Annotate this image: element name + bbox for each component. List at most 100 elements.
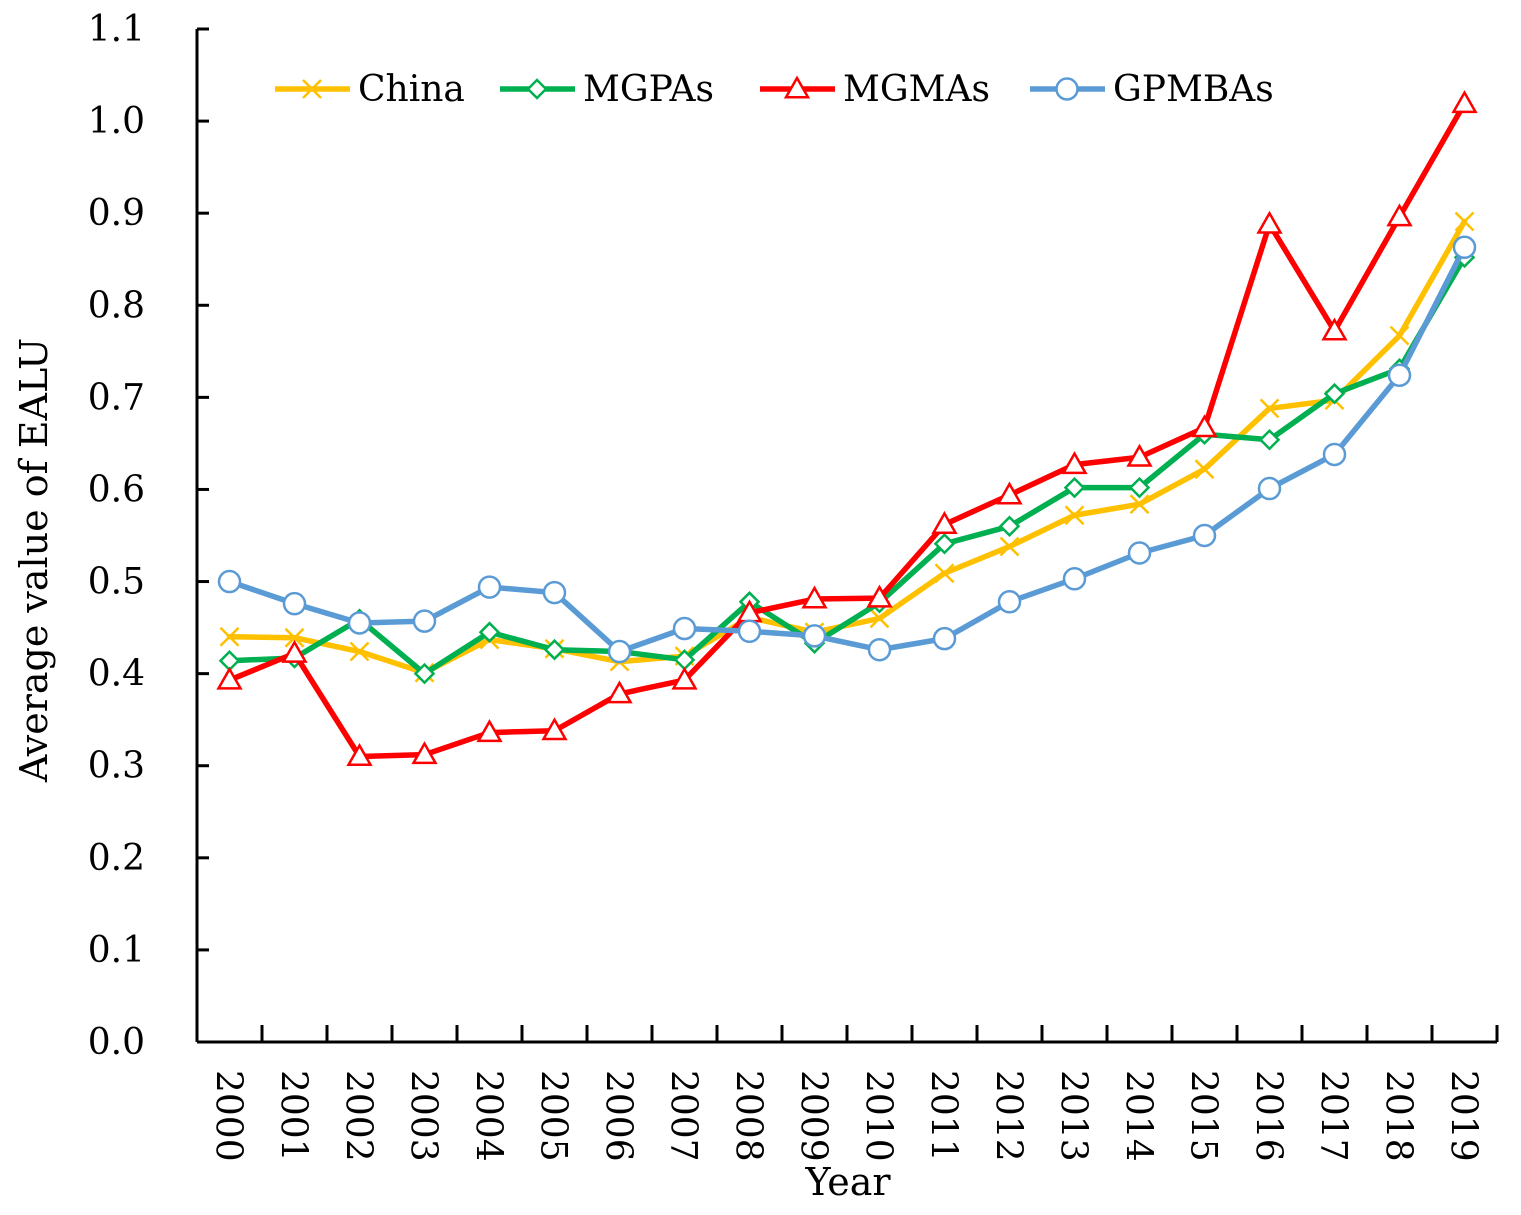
y-tick-label: 0.9 — [88, 193, 145, 234]
y-tick-label: 0.3 — [88, 746, 145, 787]
series-mgpas — [218, 246, 1476, 685]
data-point-gpmbas — [1257, 476, 1282, 501]
y-tick-label: 0.1 — [88, 930, 145, 971]
data-point-mgpas — [543, 638, 566, 661]
x-tick-label: 2008 — [728, 1070, 769, 1162]
x-tick-label: 2010 — [858, 1070, 899, 1162]
x-tick-label: 2006 — [598, 1070, 639, 1162]
legend-item-mgpas: MGPAs — [500, 69, 714, 110]
data-point-mgmas — [931, 510, 958, 534]
data-point-china — [1454, 211, 1475, 232]
legend-marker-gpmbas — [1055, 77, 1079, 101]
legend-label-china: China — [358, 69, 465, 110]
data-point-gpmbas — [412, 609, 437, 633]
data-point-mgmas — [541, 717, 568, 741]
data-point-gpmbas — [1062, 567, 1087, 591]
y-tick-label: 0.2 — [88, 838, 145, 879]
data-point-mgmas — [216, 666, 243, 690]
data-point-gpmbas — [932, 626, 957, 651]
series-line-china — [226, 218, 1468, 676]
data-point-mgmas — [1191, 414, 1218, 438]
legend-item-china: China — [275, 69, 465, 110]
y-tick-label: 0.7 — [88, 377, 145, 418]
data-point-gpmbas — [282, 591, 307, 616]
y-axis-title: Average value of EALU — [12, 338, 56, 783]
data-point-china — [1194, 459, 1215, 480]
x-tick-label: 2007 — [663, 1070, 704, 1162]
data-point-mgmas — [346, 742, 373, 767]
series-line-mgmas — [226, 100, 1468, 760]
x-tick-label: 2005 — [533, 1070, 574, 1162]
data-point-mgmas — [1061, 451, 1088, 475]
data-point-mgpas — [1323, 382, 1346, 405]
data-point-china — [869, 608, 890, 629]
x-tick-label: 2003 — [403, 1070, 444, 1162]
y-tick-label: 0.6 — [88, 469, 145, 510]
x-tick-label: 2013 — [1053, 1070, 1094, 1162]
data-point-china — [1064, 505, 1085, 526]
chart-legend: China MGPAs MGMAs GPMBAs — [275, 69, 1274, 110]
data-point-gpmbas — [672, 616, 697, 641]
data-point-gpmbas — [542, 580, 567, 605]
data-point-gpmbas — [1387, 363, 1412, 388]
data-point-gpmbas — [867, 637, 892, 662]
legend-marker-china — [302, 79, 322, 99]
x-tick-label: 2011 — [923, 1070, 964, 1162]
data-point-mgmas — [866, 584, 893, 608]
legend-label-gpmbas: GPMBAs — [1113, 69, 1274, 110]
data-point-mgpas — [933, 533, 956, 555]
legend-label-mgpas: MGPAs — [583, 69, 714, 110]
data-point-mgmas — [1451, 90, 1478, 114]
chart-series — [216, 90, 1478, 767]
x-tick-label: 2015 — [1183, 1070, 1224, 1162]
x-tick-label: 2009 — [793, 1070, 834, 1162]
y-tick-label: 0.4 — [88, 654, 145, 695]
data-point-mgmas — [1126, 443, 1153, 467]
x-tick-label: 2016 — [1248, 1070, 1289, 1162]
data-point-china — [1129, 494, 1150, 515]
data-point-mgmas — [281, 639, 308, 663]
data-point-mgpas — [1128, 476, 1151, 499]
data-point-gpmbas — [607, 639, 632, 664]
x-tick-label: 2012 — [988, 1070, 1029, 1162]
data-point-china — [349, 641, 370, 662]
series-line-mgpas — [226, 254, 1468, 677]
series-line-gpmbas — [226, 244, 1468, 655]
data-point-china — [1389, 325, 1410, 346]
legend-marker-mgpas — [526, 78, 548, 100]
data-point-gpmbas — [802, 624, 827, 648]
data-point-gpmbas — [1192, 523, 1217, 548]
data-point-gpmbas — [737, 619, 762, 644]
y-tick-label: 0.5 — [88, 562, 145, 603]
x-tick-label: 2017 — [1313, 1070, 1354, 1162]
y-tick-label: 1.0 — [88, 101, 145, 142]
legend-label-mgmas: MGMAs — [843, 69, 990, 110]
data-point-gpmbas — [997, 590, 1022, 614]
data-point-china — [934, 563, 955, 584]
x-tick-label: 2019 — [1443, 1070, 1484, 1162]
data-point-mgpas — [1258, 428, 1281, 451]
data-point-gpmbas — [1452, 235, 1477, 260]
legend-marker-mgmas — [783, 75, 811, 99]
data-point-mgmas — [1256, 210, 1283, 234]
data-point-gpmbas — [1322, 442, 1347, 467]
series-gpmbas — [217, 235, 1477, 664]
data-point-gpmbas — [477, 575, 502, 599]
data-point-gpmbas — [217, 569, 242, 594]
series-mgmas — [216, 90, 1478, 767]
y-tick-label: 0.8 — [88, 285, 145, 326]
legend-item-gpmbas: GPMBAs — [1030, 69, 1274, 110]
data-point-mgmas — [801, 585, 828, 609]
x-tick-label: 2004 — [468, 1070, 509, 1162]
data-point-mgmas — [411, 741, 438, 765]
data-point-mgpas — [1063, 476, 1086, 499]
x-tick-label: 2014 — [1118, 1070, 1159, 1162]
data-point-mgmas — [606, 680, 633, 704]
data-point-china — [219, 626, 240, 647]
data-point-gpmbas — [1127, 541, 1152, 565]
data-point-china — [1259, 398, 1280, 419]
data-point-gpmbas — [347, 611, 372, 635]
y-tick-label: 0.0 — [88, 1022, 145, 1063]
data-point-mgpas — [478, 621, 501, 643]
data-point-mgpas — [413, 662, 436, 685]
